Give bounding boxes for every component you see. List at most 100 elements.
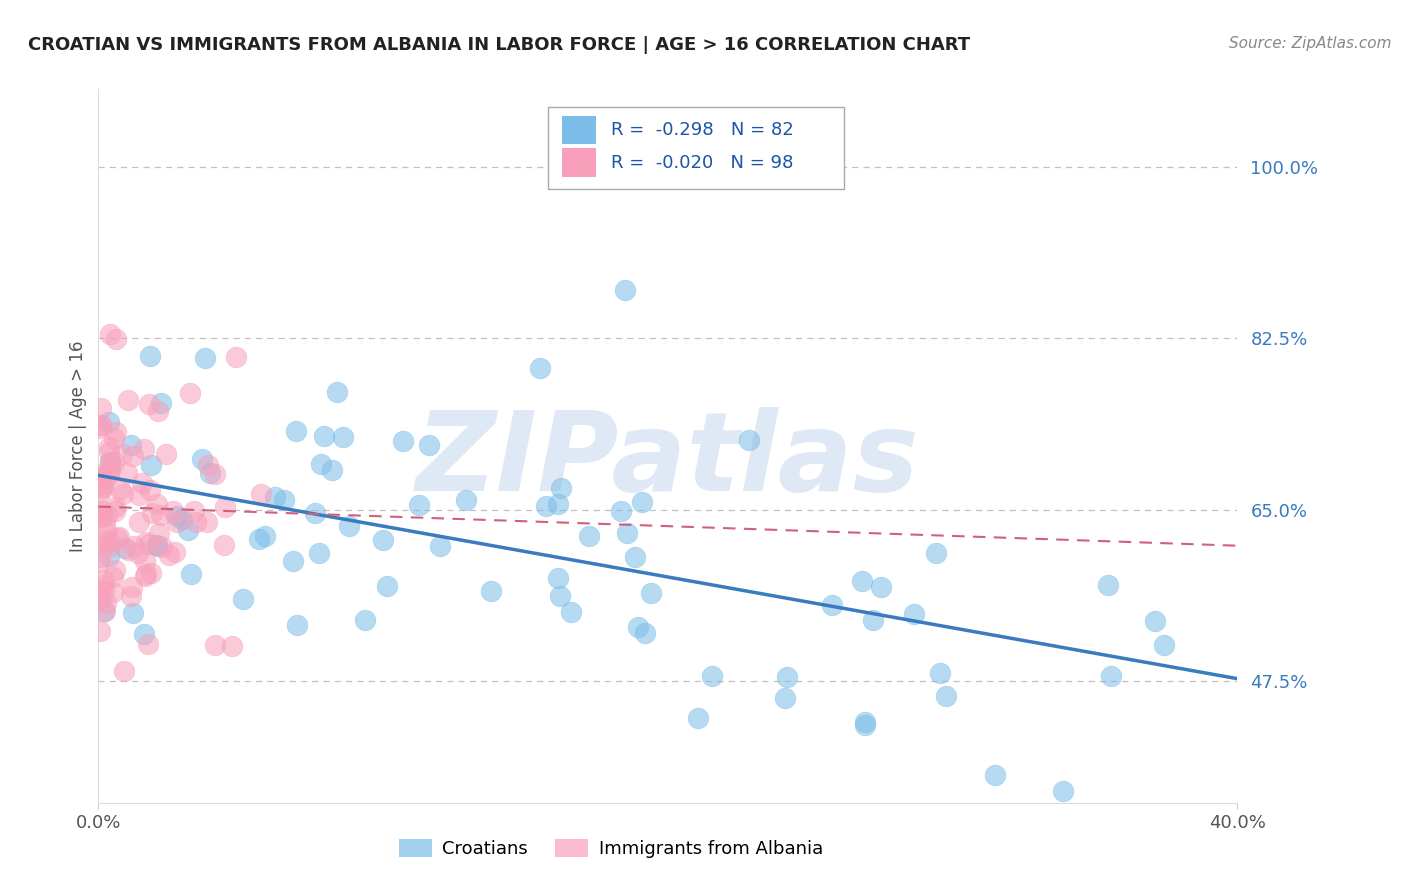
Point	[195, 515, 218, 529]
Point	[96, 596, 118, 610]
Point	[166, 508, 188, 523]
Point	[392, 434, 415, 449]
Point	[155, 447, 177, 461]
Point	[115, 466, 138, 480]
Point	[98, 462, 121, 476]
Point	[96, 472, 118, 486]
Point	[253, 529, 276, 543]
Point	[191, 452, 214, 467]
Point	[149, 508, 172, 522]
Point	[105, 531, 128, 545]
Point	[776, 670, 799, 684]
Point	[183, 503, 205, 517]
Point	[111, 447, 134, 461]
Point	[688, 711, 710, 725]
Point	[550, 481, 572, 495]
Point	[97, 415, 120, 429]
Point	[935, 689, 957, 703]
Point	[609, 504, 631, 518]
Point	[138, 483, 160, 498]
Point	[91, 510, 114, 524]
Point	[138, 636, 160, 650]
Point	[165, 545, 187, 559]
Point	[103, 432, 125, 446]
Point	[1153, 638, 1175, 652]
Point	[250, 487, 273, 501]
Point	[93, 481, 115, 495]
Point	[225, 350, 247, 364]
Point	[862, 613, 884, 627]
Point	[90, 417, 112, 432]
Point	[128, 515, 150, 529]
Point	[112, 487, 135, 501]
FancyBboxPatch shape	[548, 107, 845, 189]
Point	[90, 503, 112, 517]
Point	[117, 543, 139, 558]
Point	[104, 425, 127, 439]
Point	[103, 455, 125, 469]
Point	[122, 606, 145, 620]
Point	[98, 455, 121, 469]
Point	[634, 625, 657, 640]
Point	[308, 546, 330, 560]
Point	[197, 458, 219, 472]
Point	[93, 584, 115, 599]
Point	[627, 619, 650, 633]
Point	[90, 508, 112, 523]
Point	[89, 550, 111, 565]
Point	[212, 539, 235, 553]
Point	[309, 457, 332, 471]
Point	[560, 605, 582, 619]
Point	[738, 433, 761, 447]
Point	[98, 549, 121, 563]
Point	[146, 539, 169, 553]
Point	[138, 537, 160, 551]
Point	[547, 571, 569, 585]
Point	[91, 480, 114, 494]
Point	[101, 570, 124, 584]
Point	[616, 526, 638, 541]
Point	[232, 592, 254, 607]
Point	[93, 515, 115, 529]
Point	[98, 455, 121, 469]
Point	[146, 404, 169, 418]
Point	[139, 566, 162, 580]
Point	[373, 533, 395, 548]
Point	[578, 529, 600, 543]
Point	[93, 573, 115, 587]
Point	[97, 440, 120, 454]
Point	[93, 604, 115, 618]
Point	[98, 326, 121, 341]
Point	[97, 462, 120, 476]
Point	[337, 518, 360, 533]
Point	[124, 539, 146, 553]
Point	[101, 584, 124, 599]
Point	[870, 580, 893, 594]
Point	[851, 574, 873, 589]
Point	[90, 471, 112, 485]
Point	[1099, 669, 1122, 683]
Point	[120, 589, 142, 603]
Point	[773, 691, 796, 706]
Point	[105, 332, 128, 346]
Point	[304, 506, 326, 520]
Point	[623, 549, 645, 564]
Point	[148, 526, 170, 541]
Point	[132, 442, 155, 457]
Point	[408, 498, 430, 512]
Point	[89, 484, 111, 499]
Point	[456, 492, 478, 507]
Point	[353, 613, 375, 627]
Point	[139, 350, 162, 364]
Point	[128, 488, 150, 502]
Text: CROATIAN VS IMMIGRANTS FROM ALBANIA IN LABOR FORCE | AGE > 16 CORRELATION CHART: CROATIAN VS IMMIGRANTS FROM ALBANIA IN L…	[28, 36, 970, 54]
Point	[91, 578, 114, 592]
Point	[121, 449, 143, 463]
Point	[198, 466, 221, 480]
Point	[1144, 614, 1167, 628]
Point	[96, 534, 118, 549]
Point	[204, 638, 226, 652]
Point	[221, 639, 243, 653]
Point	[855, 718, 877, 732]
Point	[179, 386, 201, 401]
